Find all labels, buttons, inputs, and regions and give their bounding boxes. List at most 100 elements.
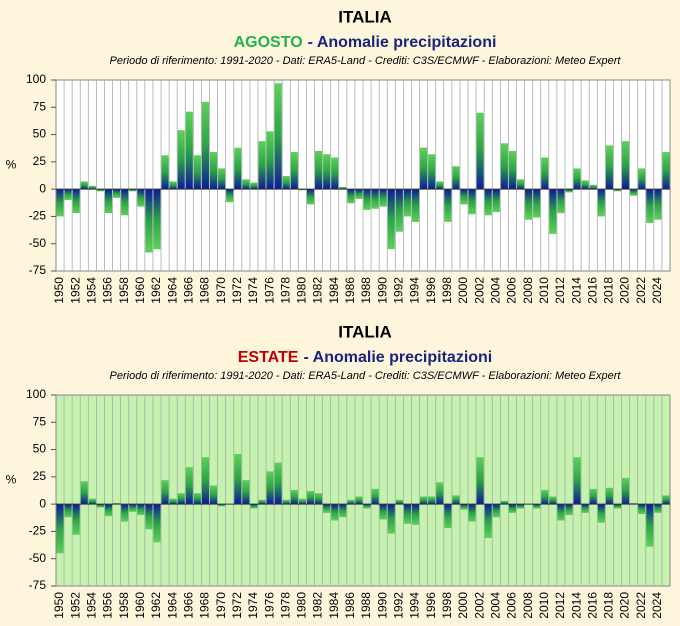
bar — [218, 168, 226, 190]
bar — [210, 485, 218, 505]
x-tick-label: 1998 — [440, 592, 454, 619]
x-tick-label: 1962 — [149, 592, 163, 619]
x-tick-label: 1980 — [295, 592, 309, 619]
x-tick-label: 1994 — [408, 277, 422, 304]
bar — [113, 189, 121, 198]
x-tick-label: 1986 — [343, 277, 357, 304]
bar — [121, 504, 129, 522]
x-tick-label: 1984 — [327, 592, 341, 619]
bar — [145, 189, 153, 253]
bar — [161, 480, 169, 505]
bar — [654, 504, 662, 513]
x-tick-label: 1950 — [52, 277, 66, 304]
x-tick-label: 1956 — [101, 592, 115, 619]
bar — [331, 157, 339, 190]
y-tick-label: 25 — [33, 469, 47, 483]
subtitle-text: - Anomalie precipitazioni — [303, 349, 492, 366]
subtitle-highlight: ESTATE — [238, 349, 299, 366]
x-tick-label: 1990 — [375, 592, 389, 619]
bar — [137, 189, 145, 207]
bar — [557, 504, 565, 521]
bar — [153, 504, 161, 543]
x-tick-label: 1988 — [359, 592, 373, 619]
bar — [387, 504, 395, 534]
bar — [662, 152, 670, 190]
bar — [315, 493, 323, 505]
bar — [137, 504, 145, 516]
x-tick-label: 2018 — [602, 277, 616, 304]
bar — [266, 131, 274, 190]
bar — [210, 152, 218, 190]
x-tick-label: 1974 — [246, 277, 260, 304]
bar — [371, 488, 379, 505]
bar — [145, 504, 153, 530]
bar — [484, 504, 492, 538]
bar — [169, 498, 177, 505]
bar — [395, 189, 403, 232]
bar — [436, 181, 444, 190]
chart-subtitle: AGOSTO - Anomalie precipitazioni — [234, 34, 497, 51]
y-tick-label: -25 — [29, 209, 47, 223]
bar — [72, 189, 80, 214]
y-tick-label: 0 — [39, 496, 46, 510]
x-tick-label: 1972 — [230, 277, 244, 304]
bar — [613, 189, 622, 192]
bar — [646, 504, 654, 547]
bar — [274, 83, 282, 190]
bar — [517, 179, 525, 190]
bar — [395, 499, 403, 505]
bar — [646, 189, 654, 223]
x-tick-label: 1958 — [117, 592, 131, 619]
bar — [113, 503, 121, 505]
x-tick-label: 1992 — [392, 277, 406, 304]
x-tick-label: 1982 — [311, 277, 325, 304]
bar — [323, 154, 331, 190]
x-tick-label: 2022 — [634, 592, 648, 619]
bar — [379, 504, 387, 520]
x-tick-label: 1976 — [262, 592, 276, 619]
x-tick-label: 1994 — [408, 592, 422, 619]
bar — [581, 504, 589, 513]
bar — [193, 155, 201, 190]
bar — [56, 504, 64, 554]
chart-title: ITALIA — [338, 322, 392, 341]
bar — [363, 504, 371, 509]
bar — [306, 491, 315, 505]
bar — [177, 130, 185, 190]
bar — [201, 101, 209, 190]
x-tick-label: 1952 — [68, 277, 82, 304]
bar — [282, 499, 290, 505]
bar — [468, 189, 476, 215]
bar — [605, 487, 613, 505]
bar — [581, 180, 589, 190]
bar — [282, 176, 290, 190]
x-tick-label: 2020 — [618, 592, 632, 619]
bar — [533, 189, 541, 218]
bar — [508, 504, 516, 513]
x-tick-label: 2004 — [488, 592, 502, 619]
x-tick-label: 1990 — [375, 277, 389, 304]
bar — [379, 189, 387, 207]
bar — [565, 189, 573, 193]
x-tick-label: 2008 — [521, 277, 535, 304]
bar — [597, 189, 605, 217]
bar — [339, 186, 347, 190]
bar — [638, 504, 646, 514]
bar — [549, 189, 557, 234]
bar — [411, 504, 420, 525]
bar — [573, 457, 581, 505]
x-tick-label: 2006 — [505, 592, 519, 619]
bar — [129, 504, 137, 512]
x-tick-label: 2014 — [569, 592, 583, 619]
chart-title: ITALIA — [338, 7, 392, 26]
bar — [387, 189, 395, 250]
x-tick-label: 1998 — [440, 277, 454, 304]
x-tick-label: 2002 — [472, 277, 486, 304]
bar — [565, 504, 573, 516]
x-tick-label: 1978 — [278, 277, 292, 304]
bar — [298, 498, 306, 505]
bar — [234, 147, 242, 190]
bar — [500, 500, 508, 505]
bar — [153, 189, 161, 250]
x-tick-label: 1954 — [85, 592, 99, 619]
